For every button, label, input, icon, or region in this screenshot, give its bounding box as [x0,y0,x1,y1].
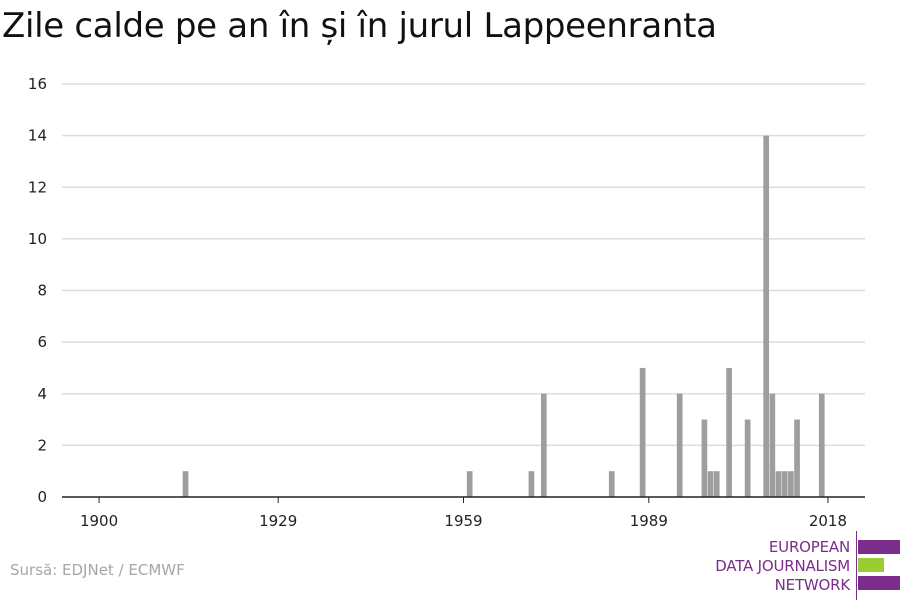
axes [62,496,865,503]
bar [726,367,732,497]
x-tick-label: 1959 [444,512,482,530]
edjnet-logo: EUROPEAN DATA JOURNALISM NETWORK [700,529,900,600]
logo-line-1: EUROPEAN [768,538,850,556]
bar [775,471,782,497]
x-tick-label: 2018 [809,512,847,530]
x-tick-label: 1989 [630,512,668,530]
bars [182,135,825,498]
x-tick-label: 1900 [80,512,118,530]
y-tick-label: 0 [37,488,47,506]
bar [707,471,714,497]
gridlines [62,83,865,447]
bar [608,471,615,497]
bar [676,393,683,497]
y-tick-label: 10 [28,230,47,248]
bar [769,393,776,497]
bar [639,367,646,497]
bar [466,471,473,497]
bar [794,419,800,497]
bar [540,393,547,497]
y-tick-label: 8 [37,282,47,300]
bar [781,471,788,497]
y-tick-label: 2 [37,436,47,454]
logo-bar-bottom [858,576,900,590]
logo-line-3: NETWORK [774,576,851,594]
y-tick-label: 4 [37,385,47,403]
bar [744,419,751,497]
bar [182,471,189,497]
bar [701,419,708,497]
chart-title: Zile calde pe an în și în jurul Lappeenr… [2,6,717,46]
bar [788,471,794,497]
bar [528,471,535,497]
y-tick-label: 6 [37,333,47,351]
logo-bar-top [858,540,900,554]
logo-divider [856,531,857,600]
y-tick-label: 12 [28,178,47,196]
y-tick-labels: 0 2 4 6 8 10 12 14 16 [28,75,47,506]
bar [763,135,770,498]
source-note: Sursă: EDJNet / ECMWF [10,561,185,579]
x-tick-labels: 1900 1929 1959 1989 2018 [80,512,847,530]
logo-bar-middle [858,558,884,572]
bar [713,471,720,497]
bar [818,393,825,497]
y-tick-label: 14 [28,127,47,145]
y-tick-label: 16 [28,75,47,93]
x-tick-label: 1929 [259,512,297,530]
logo-line-2: DATA JOURNALISM [715,557,850,575]
